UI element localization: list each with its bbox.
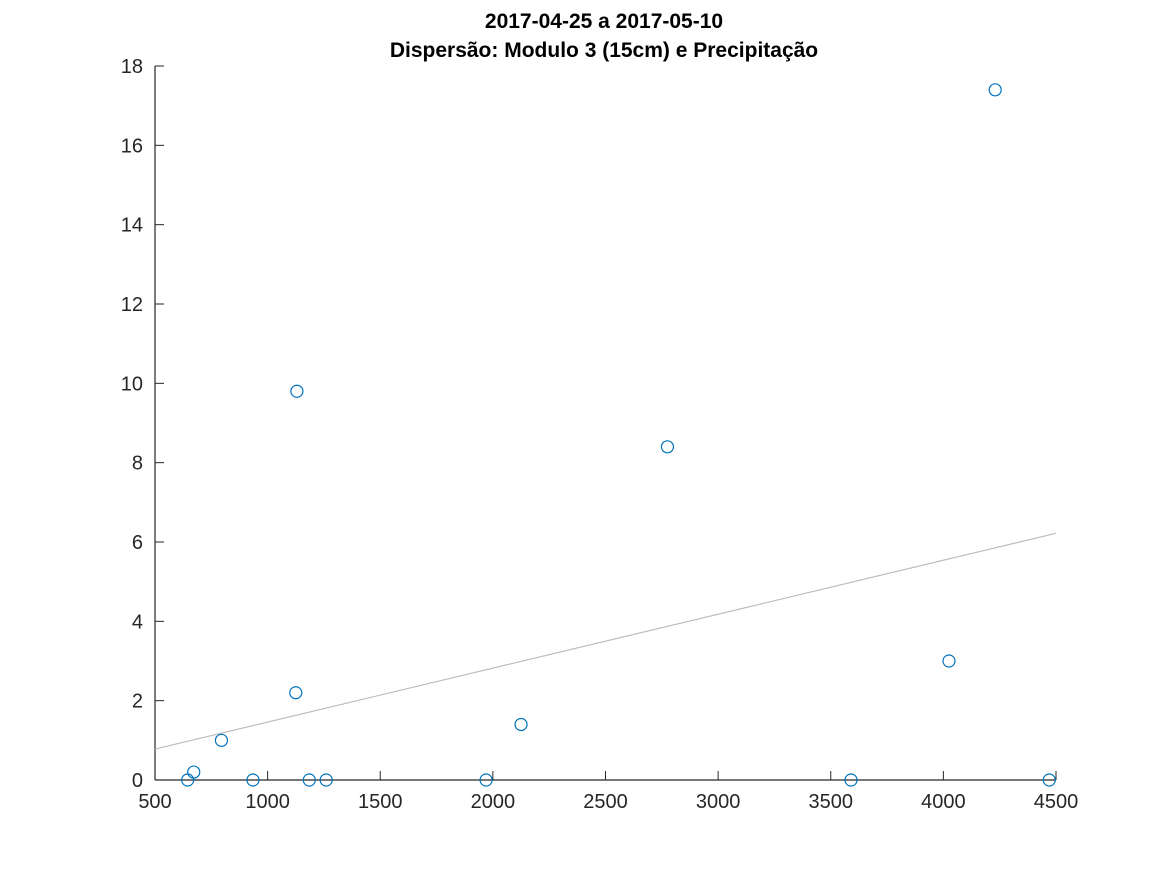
data-point [246,773,260,787]
data-point [844,773,858,787]
x-tick-label: 4500 [1034,791,1079,813]
y-tick-label: 6 [132,532,143,554]
data-point [1042,773,1056,787]
data-point [290,384,304,398]
chart-subtitle: Dispersão: Modulo 3 (15cm) e Precipitaçã… [390,39,818,62]
data-point [988,83,1002,97]
data-point [660,440,675,454]
x-tick-label: 500 [138,791,171,813]
y-tick-label: 8 [132,453,143,475]
data-point [289,686,303,700]
fit-line-layer [154,532,1057,750]
x-tick-label: 1000 [245,791,290,813]
fit-line [154,532,1057,750]
data-point [187,765,201,779]
y-tick-label: 12 [121,294,143,316]
x-tick-label: 3000 [696,791,741,813]
y-tick-label: 16 [121,135,143,157]
data-point [479,773,493,787]
chart-title: 2017-04-25 a 2017-05-10 [485,10,723,33]
y-tick-label: 4 [132,611,143,633]
axes: 500 1000 1500 2000 2500 3000 3500 4000 4500 0 2 4 6 8… [121,56,1079,813]
x-tick-label: 4000 [921,791,966,813]
data-point [942,654,956,668]
y-tick-label: 14 [121,215,143,237]
x-tick-label: 2500 [583,791,628,813]
data-points [181,83,1056,787]
data-point [514,717,528,732]
y-tick-label: 18 [121,56,143,78]
y-tick-label: 2 [132,691,143,713]
x-tick-label: 1500 [358,791,403,813]
x-tick-label: 2000 [471,791,516,813]
x-tick-label: 3500 [809,791,854,813]
data-point [319,773,333,787]
data-point [214,733,229,747]
data-point [302,773,316,787]
y-tick-label: 10 [121,373,143,395]
y-tick-label: 0 [132,770,143,792]
